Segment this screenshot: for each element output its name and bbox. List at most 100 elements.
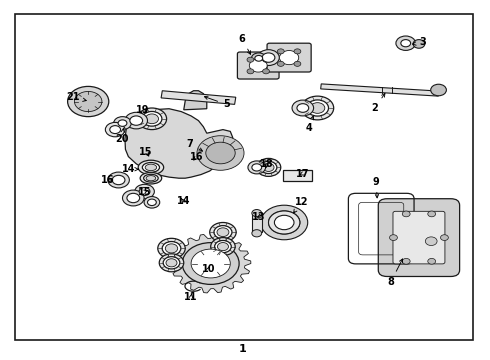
Circle shape	[258, 50, 279, 66]
Circle shape	[441, 235, 448, 240]
Text: 13: 13	[252, 212, 266, 222]
Circle shape	[269, 211, 300, 234]
Circle shape	[277, 49, 284, 54]
Circle shape	[294, 49, 301, 54]
Circle shape	[162, 242, 181, 255]
Circle shape	[269, 211, 300, 234]
Text: 7: 7	[187, 139, 202, 151]
Circle shape	[390, 235, 397, 240]
Circle shape	[217, 228, 229, 237]
Circle shape	[292, 100, 314, 116]
Circle shape	[277, 61, 284, 66]
Text: 16: 16	[101, 175, 115, 185]
Circle shape	[274, 215, 294, 230]
Circle shape	[142, 112, 162, 126]
FancyBboxPatch shape	[267, 43, 311, 72]
Text: 19: 19	[136, 105, 150, 115]
Circle shape	[144, 197, 160, 208]
Text: 4: 4	[305, 116, 314, 133]
Text: 15: 15	[138, 186, 151, 197]
Circle shape	[252, 230, 262, 237]
Circle shape	[210, 222, 236, 242]
Polygon shape	[252, 214, 262, 232]
Circle shape	[247, 69, 254, 74]
Circle shape	[261, 205, 308, 240]
Text: 14: 14	[176, 196, 190, 206]
Polygon shape	[125, 109, 233, 178]
Circle shape	[297, 104, 309, 112]
Circle shape	[130, 116, 143, 125]
Circle shape	[218, 243, 228, 251]
Circle shape	[428, 258, 436, 264]
Text: 18: 18	[260, 159, 274, 169]
Text: 11: 11	[184, 292, 198, 302]
Ellipse shape	[146, 176, 156, 181]
Circle shape	[251, 53, 266, 64]
Text: 10: 10	[201, 264, 215, 274]
Circle shape	[118, 120, 127, 126]
Circle shape	[263, 163, 274, 171]
Circle shape	[428, 211, 436, 217]
Text: 15: 15	[139, 147, 153, 157]
Circle shape	[294, 61, 301, 66]
Circle shape	[252, 210, 262, 217]
Circle shape	[137, 108, 167, 130]
Circle shape	[402, 211, 410, 217]
Ellipse shape	[145, 164, 157, 171]
Text: 9: 9	[373, 177, 380, 198]
Circle shape	[215, 240, 231, 253]
Circle shape	[206, 142, 235, 164]
Circle shape	[197, 136, 244, 170]
Circle shape	[249, 59, 267, 72]
Circle shape	[166, 259, 177, 267]
FancyBboxPatch shape	[378, 199, 460, 276]
Text: 16: 16	[190, 152, 204, 162]
Circle shape	[301, 96, 334, 120]
Circle shape	[211, 238, 235, 256]
Circle shape	[105, 122, 125, 137]
Text: 3: 3	[413, 37, 426, 48]
Circle shape	[182, 243, 239, 284]
Text: 1: 1	[239, 344, 246, 354]
Circle shape	[255, 55, 263, 61]
Circle shape	[279, 50, 299, 65]
Text: 14: 14	[122, 164, 138, 174]
Circle shape	[125, 112, 147, 129]
Text: 5: 5	[204, 96, 230, 109]
Polygon shape	[171, 234, 251, 293]
Text: 8: 8	[388, 259, 402, 287]
Circle shape	[135, 184, 154, 199]
FancyBboxPatch shape	[238, 52, 279, 79]
Ellipse shape	[140, 172, 162, 184]
Polygon shape	[184, 91, 207, 110]
Polygon shape	[320, 84, 439, 96]
Circle shape	[396, 36, 416, 50]
Circle shape	[425, 237, 437, 246]
Circle shape	[158, 238, 185, 258]
Circle shape	[248, 161, 266, 174]
Circle shape	[147, 199, 156, 206]
Text: 17: 17	[296, 168, 310, 179]
Text: 2: 2	[371, 94, 385, 113]
Circle shape	[145, 114, 159, 123]
Circle shape	[252, 164, 262, 171]
Circle shape	[159, 254, 184, 272]
Text: 21: 21	[66, 92, 86, 102]
Circle shape	[122, 190, 144, 206]
Circle shape	[402, 258, 410, 264]
Circle shape	[247, 57, 254, 62]
Circle shape	[413, 40, 425, 48]
Circle shape	[307, 100, 328, 116]
Polygon shape	[161, 91, 236, 104]
Circle shape	[139, 188, 150, 195]
Circle shape	[256, 158, 281, 176]
Circle shape	[108, 172, 129, 188]
Circle shape	[262, 53, 275, 62]
Circle shape	[401, 40, 411, 47]
Text: 12: 12	[294, 197, 308, 213]
FancyBboxPatch shape	[393, 211, 445, 264]
Text: 20: 20	[115, 128, 128, 144]
Circle shape	[127, 193, 140, 203]
Ellipse shape	[144, 174, 158, 182]
FancyBboxPatch shape	[283, 170, 312, 181]
